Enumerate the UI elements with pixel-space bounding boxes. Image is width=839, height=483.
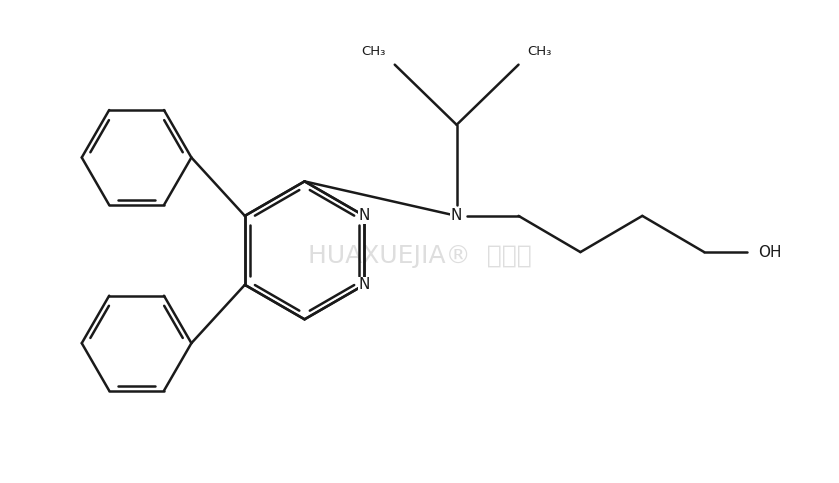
Text: OH: OH	[758, 244, 782, 259]
Text: N: N	[451, 208, 462, 223]
Text: N: N	[358, 277, 370, 292]
Text: N: N	[358, 208, 370, 223]
Text: CH₃: CH₃	[528, 44, 552, 57]
Text: HUAXUEJIA®  化学加: HUAXUEJIA® 化学加	[308, 244, 531, 268]
Text: CH₃: CH₃	[362, 44, 386, 57]
